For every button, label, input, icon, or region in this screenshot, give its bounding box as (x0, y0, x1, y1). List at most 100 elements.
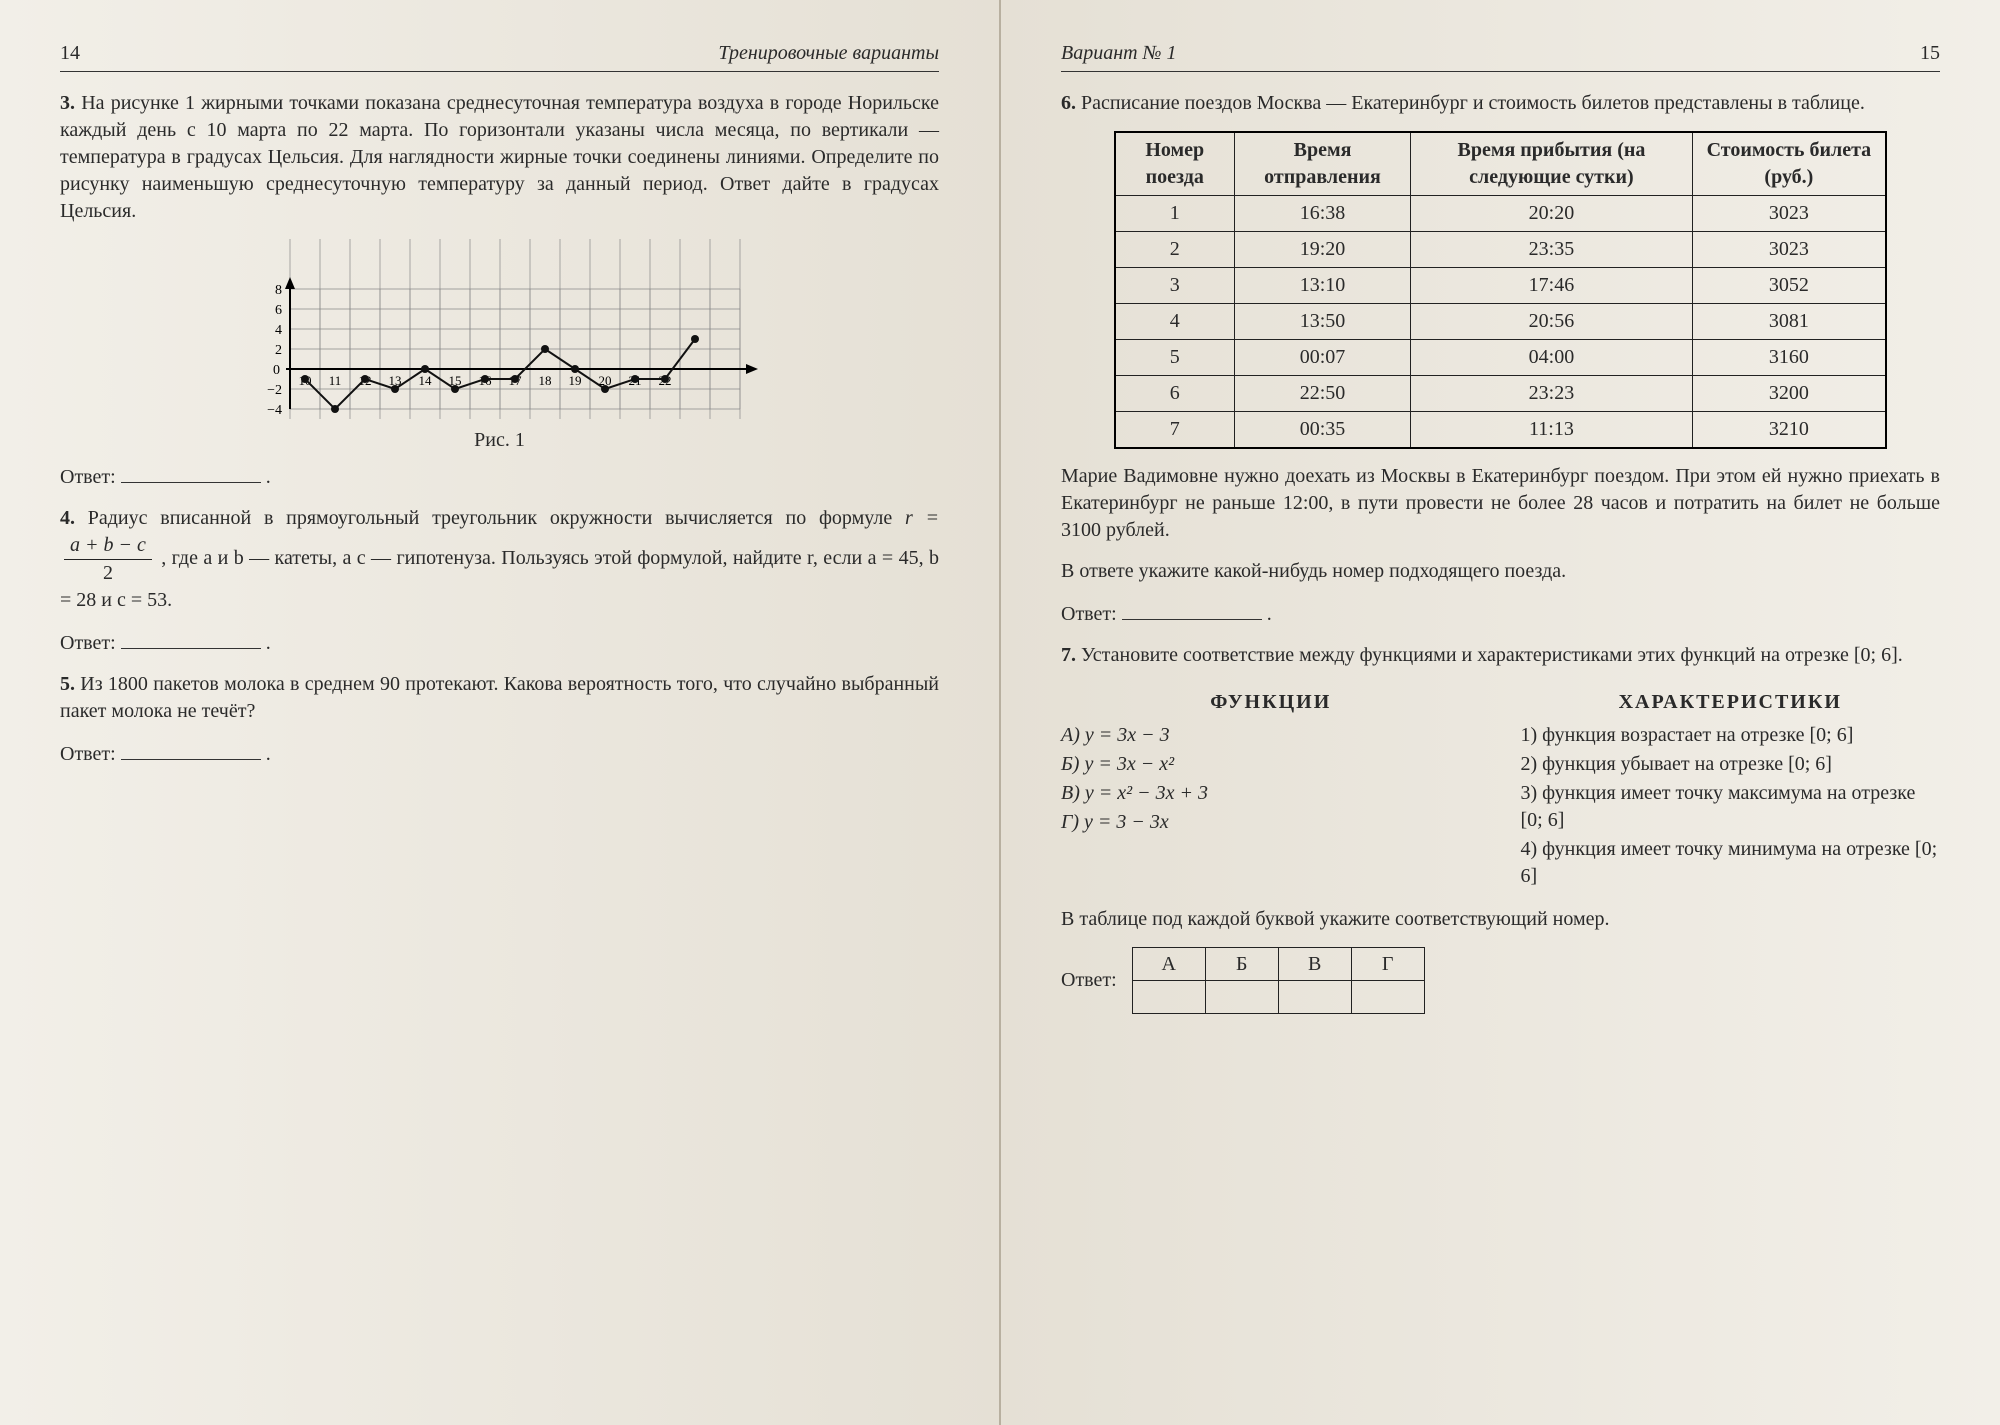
svg-text:11: 11 (328, 373, 341, 388)
page-number-right: 15 (1920, 40, 1940, 67)
svg-text:18: 18 (538, 373, 551, 388)
function-item: В) y = x² − 3x + 3 (1061, 780, 1481, 807)
header-title-left: Тренировочные варианты (718, 40, 939, 67)
svg-text:14: 14 (418, 373, 432, 388)
question-7: 7. Установите соответствие между функция… (1061, 642, 1940, 669)
table-cell: 19:20 (1234, 232, 1411, 268)
ans-header-cell: А (1132, 948, 1205, 981)
table-cell: 13:10 (1234, 268, 1411, 304)
answer-label: Ответ: (60, 743, 116, 765)
ans-blank-cell[interactable] (1132, 981, 1205, 1014)
table-row: 116:3820:203023 (1115, 196, 1887, 232)
table-row: 313:1017:463052 (1115, 268, 1887, 304)
svg-text:6: 6 (275, 303, 282, 318)
q4-answer: Ответ: . (60, 628, 939, 657)
header-right: Вариант № 1 15 (1061, 40, 1940, 72)
svg-text:0: 0 (273, 363, 280, 378)
question-4: 4. Радиус вписанной в прямоугольный треу… (60, 505, 939, 614)
answer-label: Ответ: (1061, 603, 1117, 625)
ans-header-cell: В (1278, 948, 1351, 981)
table-header: Время отправления (1234, 132, 1411, 196)
answer-blank[interactable] (1122, 599, 1262, 620)
ans-header-cell: Б (1205, 948, 1278, 981)
q7-num: 7. (1061, 644, 1076, 666)
table-cell: 7 (1115, 412, 1234, 449)
q6-para: Марие Вадимовне нужно доехать из Москвы … (1061, 463, 1940, 544)
ans-blank-cell[interactable] (1351, 981, 1424, 1014)
table-cell: 23:23 (1411, 376, 1692, 412)
q4-text-a: Радиус вписанной в прямоугольный треугол… (88, 507, 905, 529)
answer-blank[interactable] (121, 462, 261, 483)
table-header: Стоимость билета (руб.) (1692, 132, 1886, 196)
answer-label: Ответ: (1061, 969, 1117, 991)
table-cell: 22:50 (1234, 376, 1411, 412)
question-5: 5. Из 1800 пакетов молока в среднем 90 п… (60, 671, 939, 725)
q6-num: 6. (1061, 92, 1076, 114)
ans-blank-cell[interactable] (1205, 981, 1278, 1014)
answer-blank[interactable] (121, 739, 261, 760)
table-row: 413:5020:563081 (1115, 304, 1887, 340)
q4-num: 4. (60, 507, 75, 529)
temperature-chart: −4−22468010111213141516171819202122 (240, 239, 760, 419)
function-item: А) y = 3x − 3 (1061, 722, 1481, 749)
question-3: 3. На рисунке 1 жирными точками показана… (60, 90, 939, 225)
frac-top: a + b − c (64, 532, 152, 560)
table-cell: 16:38 (1234, 196, 1411, 232)
q5-answer: Ответ: . (60, 739, 939, 768)
q7-left-title: ФУНКЦИИ (1061, 689, 1481, 716)
q3-text: На рисунке 1 жирными точками показана ср… (60, 92, 939, 222)
svg-text:8: 8 (275, 283, 282, 298)
table-row: 700:3511:133210 (1115, 412, 1887, 449)
answer-blank[interactable] (121, 628, 261, 649)
q6-intro: Расписание поездов Москва — Екатеринбург… (1081, 92, 1865, 114)
svg-text:4: 4 (275, 323, 282, 338)
page-number-left: 14 (60, 40, 80, 67)
table-cell: 3 (1115, 268, 1234, 304)
function-item: Б) y = 3x − x² (1061, 751, 1481, 778)
chart-caption: Рис. 1 (240, 427, 760, 454)
table-cell: 04:00 (1411, 340, 1692, 376)
function-item: Г) y = 3 − 3x (1061, 809, 1481, 836)
q6-answer: Ответ: . (1061, 599, 1940, 628)
header-title-right: Вариант № 1 (1061, 40, 1176, 67)
q4-formula-var: r = (905, 507, 939, 529)
characteristic-item: 1) функция возрастает на отрезке [0; 6] (1521, 722, 1941, 749)
ans-blank-cell[interactable] (1278, 981, 1351, 1014)
q7-answer: Ответ: АБВГ (1061, 947, 1940, 1014)
table-cell: 00:35 (1234, 412, 1411, 449)
table-cell: 2 (1115, 232, 1234, 268)
table-cell: 3081 (1692, 304, 1886, 340)
table-cell: 3160 (1692, 340, 1886, 376)
table-cell: 4 (1115, 304, 1234, 340)
table-header: Время прибытия (на следующие сутки) (1411, 132, 1692, 196)
chart-figure-1: −4−22468010111213141516171819202122 Рис.… (240, 239, 760, 454)
q7-columns: ФУНКЦИИ А) y = 3x − 3Б) y = 3x − x²В) y … (1061, 683, 1940, 892)
table-cell: 3210 (1692, 412, 1886, 449)
table-cell: 3200 (1692, 376, 1886, 412)
characteristic-item: 4) функция имеет точку минимума на отрез… (1521, 836, 1941, 890)
table-header: Номер поезда (1115, 132, 1234, 196)
table-cell: 17:46 (1411, 268, 1692, 304)
q3-num: 3. (60, 92, 75, 114)
table-row: 219:2023:353023 (1115, 232, 1887, 268)
q6-instr: В ответе укажите какой-нибудь номер подх… (1061, 558, 1940, 585)
table-cell: 3052 (1692, 268, 1886, 304)
q7-answer-table: АБВГ (1132, 947, 1425, 1014)
table-cell: 5 (1115, 340, 1234, 376)
table-row: 500:0704:003160 (1115, 340, 1887, 376)
frac-bot: 2 (64, 560, 152, 587)
svg-text:−4: −4 (267, 403, 282, 418)
q7-instr: В таблице под каждой буквой укажите соот… (1061, 906, 1940, 933)
question-6: 6. Расписание поездов Москва — Екатеринб… (1061, 90, 1940, 117)
table-cell: 20:56 (1411, 304, 1692, 340)
q5-text: Из 1800 пакетов молока в среднем 90 прот… (60, 673, 939, 722)
table-cell: 1 (1115, 196, 1234, 232)
train-schedule-table: Номер поездаВремя отправленияВремя прибы… (1114, 131, 1888, 449)
q7-chars-col: ХАРАКТЕРИСТИКИ 1) функция возрастает на … (1521, 683, 1941, 892)
table-cell: 20:20 (1411, 196, 1692, 232)
characteristic-item: 3) функция имеет точку максимума на отре… (1521, 780, 1941, 834)
answer-label: Ответ: (60, 632, 116, 654)
book-spread: 14 Тренировочные варианты 3. На рисунке … (0, 0, 2000, 1425)
ans-header-cell: Г (1351, 948, 1424, 981)
answer-label: Ответ: (60, 466, 116, 488)
